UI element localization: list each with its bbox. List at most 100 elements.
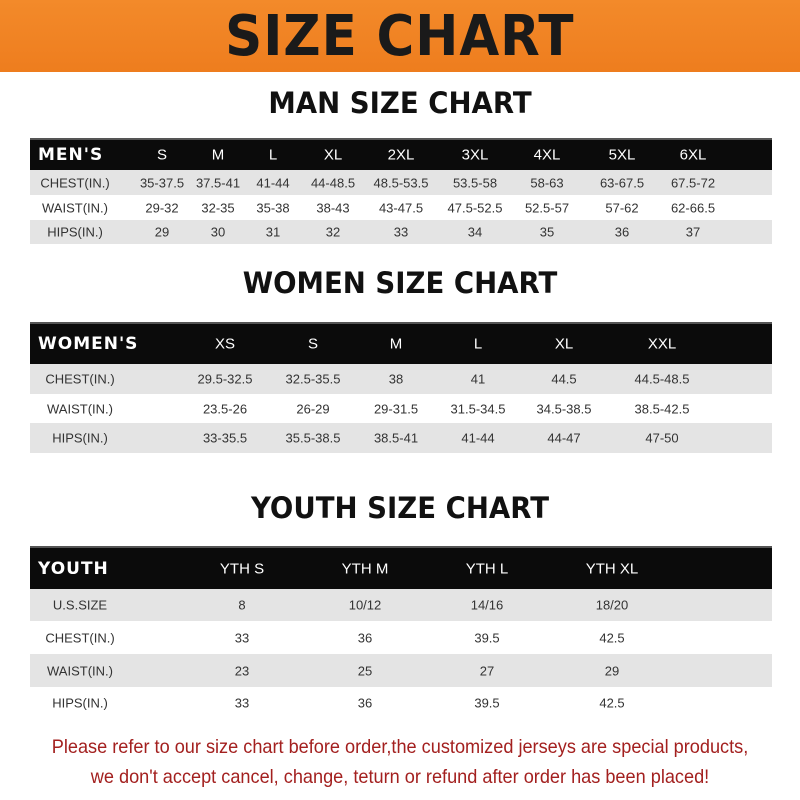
youth-chart-title: YOUTH SIZE CHART	[250, 491, 550, 525]
table-cell: 52.5-57	[524, 200, 570, 215]
table-cell: 43-47.5	[378, 200, 424, 215]
table-cell: 36	[614, 224, 630, 240]
table-cell: 34	[467, 224, 483, 240]
table-cell: 6XL	[679, 146, 707, 164]
table-cell: 58-63	[530, 175, 564, 190]
table-cell: 47-50	[645, 430, 679, 446]
women-chart-title: WOMEN SIZE CHART	[242, 266, 558, 300]
table-cell: 37	[685, 224, 701, 240]
row-label: HIPS(IN.)	[47, 224, 103, 240]
row-label: U.S.SIZE	[52, 597, 108, 613]
table-cell: 8	[238, 597, 246, 613]
table-cell: 33	[234, 695, 250, 710]
table-cell: 37.5-41	[195, 175, 241, 190]
table-cell: 23	[234, 663, 250, 678]
table-cell: 42.5	[599, 630, 625, 645]
header-row: MEN'S S M L XL 2XL 3XL 4XL 5XL 6XL	[30, 138, 772, 170]
table-cell: 44-48.5	[310, 175, 356, 190]
table-cell: 36	[357, 695, 373, 710]
table-cell: 32-35	[201, 200, 235, 215]
table-cell: 44.5-48.5	[634, 371, 690, 387]
table-cell: 29	[154, 224, 170, 240]
table-row: CHEST(IN.) 35-37.5 37.5-41 41-44 44-48.5 48.5…	[30, 170, 772, 195]
header-row: YOUTH YTH S YTH M YTH L YTH XL	[30, 546, 772, 589]
table-row: WAIST(IN.) 29-32 32-35 35-38 38-43 43-47.5 47.…	[30, 195, 772, 220]
table-cell: 33	[393, 224, 409, 240]
row-label: WAIST(IN.)	[47, 401, 113, 416]
table-row: WAIST(IN.) 23.5-26 26-29 29-31.5 31.5-34.5 34…	[30, 394, 772, 423]
table-cell: 23.5-26	[202, 401, 248, 416]
row-label: HIPS(IN.)	[52, 695, 108, 710]
table-cell: 29-32	[145, 200, 179, 215]
row-label: HIPS(IN.)	[52, 430, 108, 446]
table-cell: XXL	[647, 335, 677, 353]
table-cell: 35.5-38.5	[285, 430, 341, 446]
table-cell: 27	[479, 663, 495, 678]
table-cell: 33-35.5	[202, 430, 248, 446]
table-cell: 67.5-72	[670, 175, 716, 190]
table-cell: 35-38	[256, 200, 290, 215]
table-cell: L	[473, 335, 483, 353]
table-cell: 33	[234, 630, 250, 645]
table-cell: L	[268, 146, 278, 164]
row-label: WAIST(IN.)	[47, 663, 113, 678]
table-cell: M	[211, 146, 225, 164]
table-cell: 31	[265, 224, 281, 240]
table-cell: 3XL	[461, 146, 489, 164]
table-cell: 38-43	[316, 200, 350, 215]
table-cell: YTH M	[341, 560, 389, 577]
table-cell: 35	[539, 224, 555, 240]
table-cell: 32	[325, 224, 341, 240]
banner-title: SIZE CHART	[225, 3, 575, 69]
row-label: CHEST(IN.)	[40, 175, 110, 190]
table-row: WAIST(IN.) 23 25 27 29	[30, 654, 772, 687]
table-row: CHEST(IN.) 33 36 39.5 42.5	[30, 621, 772, 654]
notice-line-1: Please refer to our size chart before or…	[51, 736, 749, 758]
table-cell: 26-29	[296, 401, 330, 416]
table-cell: XL	[554, 335, 574, 353]
banner: SIZE CHART	[0, 0, 800, 72]
table-cell: 44.5	[551, 371, 577, 387]
table-cell: 32.5-35.5	[285, 371, 341, 387]
table-row: HIPS(IN.) 33-35.5 35.5-38.5 38.5-41 41-44 44-…	[30, 423, 772, 453]
table-cell: S	[156, 146, 168, 164]
men-chart-title: MAN SIZE CHART	[268, 86, 532, 120]
table-row: HIPS(IN.) 33 36 39.5 42.5	[30, 687, 772, 718]
header-row: WOMEN'S XS S M L XL XXL	[30, 322, 772, 364]
table-cell: 39.5	[474, 695, 500, 710]
table-cell: 29-31.5	[373, 401, 419, 416]
row-label: WOMEN'S	[38, 334, 139, 354]
table-cell: 63-67.5	[599, 175, 645, 190]
table-cell: 29.5-32.5	[197, 371, 253, 387]
table-cell: 14/16	[470, 597, 504, 613]
table-cell: 36	[357, 630, 373, 645]
table-cell: 53.5-58	[452, 175, 498, 190]
notice-line-2: we don't accept cancel, change, teturn o…	[90, 766, 710, 788]
row-label: YOUTH	[38, 558, 109, 579]
table-cell: YTH XL	[585, 560, 639, 577]
table-row: CHEST(IN.) 29.5-32.5 32.5-35.5 38 41 44.5 44.5…	[30, 364, 772, 394]
table-cell: 41	[470, 371, 486, 387]
table-cell: 18/20	[595, 597, 629, 613]
table-cell: 48.5-53.5	[373, 175, 429, 190]
row-label: MEN'S	[38, 145, 104, 165]
table-cell: 30	[210, 224, 226, 240]
table-cell: 41-44	[461, 430, 495, 446]
table-cell: XS	[214, 335, 236, 353]
table-cell: 31.5-34.5	[450, 401, 506, 416]
table-cell: 4XL	[533, 146, 561, 164]
table-cell: YTH S	[219, 560, 265, 577]
table-cell: 2XL	[387, 146, 415, 164]
table-cell: 62-66.5	[670, 200, 716, 215]
table-cell: 29	[604, 663, 620, 678]
table-cell: 38	[388, 371, 404, 387]
table-cell: 38.5-41	[373, 430, 419, 446]
table-cell: XL	[323, 146, 343, 164]
table-cell: YTH L	[465, 560, 509, 577]
table-cell: 41-44	[256, 175, 290, 190]
row-label: WAIST(IN.)	[42, 200, 108, 215]
table-cell: 35-37.5	[139, 175, 185, 190]
table-row: U.S.SIZE 8 10/12 14/16 18/20	[30, 589, 772, 621]
table-cell: 38.5-42.5	[634, 401, 690, 416]
table-cell: 57-62	[605, 200, 639, 215]
